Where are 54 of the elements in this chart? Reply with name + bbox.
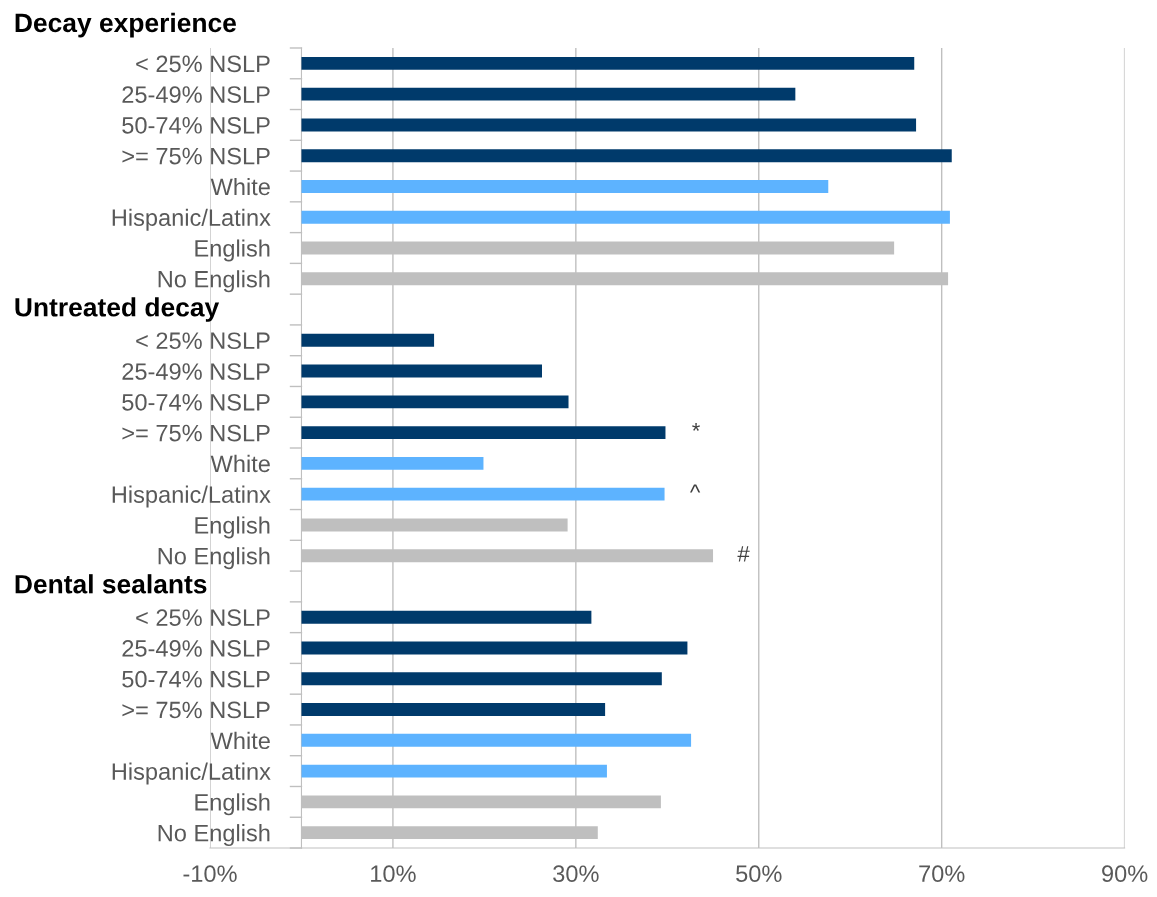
data-label: ^ <box>690 484 701 493</box>
text: Decay experience <box>15 12 236 38</box>
y-tick-label: < 25% NSLP <box>136 55 270 73</box>
bar <box>301 87 796 101</box>
y-tick-label: 25-49% NSLP <box>122 86 270 103</box>
y-tick-label: >= 75% NSLP <box>122 701 270 719</box>
x-tick-label: 50% <box>736 865 782 883</box>
bar <box>301 395 569 409</box>
y-tick-label: White <box>210 177 270 196</box>
bar <box>301 641 688 655</box>
y-tick-label: No English <box>158 824 270 847</box>
x-tick-label: -10% <box>183 865 237 883</box>
y-tick-label: Hispanic/Latinx <box>112 762 271 785</box>
y-tick-label: >= 75% NSLP <box>122 147 270 165</box>
y-tick-label: White <box>210 454 270 473</box>
x-tick-label: 10% <box>371 865 416 883</box>
y-tick-label: 50-74% NSLP <box>122 670 270 688</box>
y-tick-label: < 25% NSLP <box>136 609 270 627</box>
bar <box>301 764 607 778</box>
y-tick-label: White <box>210 731 270 750</box>
y-tick-label: English <box>195 239 270 262</box>
y-tick-label: 50-74% NSLP <box>122 393 270 411</box>
data-label: * <box>692 423 700 431</box>
y-tick-label: Hispanic/Latinx <box>112 208 271 231</box>
x-tick-label: 90% <box>1102 865 1148 883</box>
bar <box>301 672 662 686</box>
bar <box>301 426 666 440</box>
y-tick-label: 25-49% NSLP <box>122 363 270 380</box>
y-tick-label: >= 75% NSLP <box>122 424 270 442</box>
x-tick-label: 70% <box>919 865 965 883</box>
y-tick-label: < 25% NSLP <box>136 332 270 350</box>
bar <box>301 456 484 470</box>
x-tick-label: 30% <box>553 865 599 883</box>
bar <box>301 733 692 747</box>
data-label: # <box>737 546 750 562</box>
bar <box>301 333 435 347</box>
y-tick-label: Hispanic/Latinx <box>112 485 271 508</box>
y-tick-label: No English <box>158 547 270 570</box>
bar <box>301 364 542 378</box>
bar <box>301 487 665 501</box>
y-tick-label: 50-74% NSLP <box>122 116 270 134</box>
y-tick-label: No English <box>158 270 270 293</box>
annotation: Untreated decay <box>15 297 220 322</box>
bar <box>301 703 606 717</box>
bar <box>301 149 952 163</box>
bar <box>301 610 592 624</box>
y-tick-label: 25-49% NSLP <box>122 640 270 657</box>
text: Dental sealants <box>15 574 207 594</box>
bar <box>301 118 917 132</box>
bar <box>301 180 829 193</box>
y-tick-label: English <box>195 793 270 816</box>
bar <box>301 56 915 70</box>
y-tick-label: English <box>195 516 270 539</box>
bar <box>301 210 950 224</box>
